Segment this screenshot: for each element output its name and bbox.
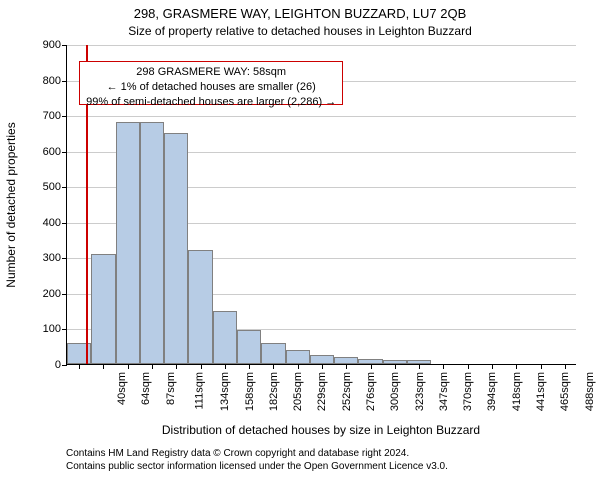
histogram-bar [334,357,358,364]
x-tick-label: 418sqm [511,372,523,411]
histogram-bar [383,360,407,364]
y-tick-label: 600 [43,146,67,158]
footer-line2: Contains public sector information licen… [66,460,448,473]
x-tick-mark [273,364,274,369]
y-tick-label: 200 [43,288,67,300]
x-tick-label: 182sqm [268,372,280,411]
y-tick-label: 500 [43,181,67,193]
grid-line [67,116,576,117]
histogram-bar [91,254,115,364]
histogram-bar [261,343,285,364]
x-tick-label: 323sqm [414,372,426,411]
x-tick-label: 64sqm [140,372,152,405]
histogram-bar [188,250,212,364]
x-tick-mark [395,364,396,369]
x-tick-mark [152,364,153,369]
footer-attribution: Contains HM Land Registry data © Crown c… [66,447,448,473]
x-tick-mark [541,364,542,369]
annotation-box: 298 GRASMERE WAY: 58sqm← 1% of detached … [79,61,343,105]
y-tick-label: 100 [43,323,67,335]
x-tick-label: 465sqm [559,372,571,411]
y-tick-label: 400 [43,217,67,229]
histogram-bar [116,122,140,364]
annotation-line: ← 1% of detached houses are smaller (26) [86,80,336,95]
x-tick-mark [79,364,80,369]
x-tick-label: 158sqm [244,372,256,411]
x-tick-mark [249,364,250,369]
x-tick-mark [103,364,104,369]
x-tick-mark [492,364,493,369]
y-tick-label: 0 [55,359,67,371]
x-tick-mark [419,364,420,369]
histogram-bar [237,330,261,364]
y-tick-label: 300 [43,252,67,264]
x-tick-label: 276sqm [365,372,377,411]
x-tick-mark [443,364,444,369]
x-tick-mark [322,364,323,369]
x-tick-label: 441sqm [535,372,547,411]
y-tick-label: 700 [43,110,67,122]
annotation-line: 298 GRASMERE WAY: 58sqm [86,65,336,80]
x-tick-mark [298,364,299,369]
x-tick-label: 252sqm [341,372,353,411]
x-tick-mark [516,364,517,369]
histogram-bar [310,355,334,364]
histogram-bar [140,122,164,364]
x-tick-mark [565,364,566,369]
x-tick-mark [176,364,177,369]
footer-line1: Contains HM Land Registry data © Crown c… [66,447,448,460]
x-tick-label: 229sqm [317,372,329,411]
x-tick-label: 370sqm [462,372,474,411]
histogram-bar [164,133,188,364]
x-tick-mark [346,364,347,369]
x-axis-title: Distribution of detached houses by size … [66,423,576,437]
x-tick-label: 300sqm [389,372,401,411]
x-tick-mark [468,364,469,369]
histogram-bar [213,311,237,364]
x-tick-label: 488sqm [584,372,596,411]
x-tick-mark [225,364,226,369]
x-tick-label: 205sqm [292,372,304,411]
chart-plot-area: 010020030040050060070080090040sqm64sqm87… [66,45,576,365]
page-root: 298, GRASMERE WAY, LEIGHTON BUZZARD, LU7… [0,0,600,500]
annotation-line: 99% of semi-detached houses are larger (… [86,95,336,110]
x-tick-label: 40sqm [116,372,128,405]
x-tick-label: 394sqm [487,372,499,411]
page-title-line2: Size of property relative to detached ho… [0,24,600,38]
x-tick-mark [201,364,202,369]
y-axis-title: Number of detached properties [4,122,18,287]
grid-line [67,45,576,46]
x-tick-label: 347sqm [438,372,450,411]
histogram-bar [286,350,310,364]
x-tick-label: 134sqm [219,372,231,411]
page-title-line1: 298, GRASMERE WAY, LEIGHTON BUZZARD, LU7… [0,6,600,21]
y-tick-label: 800 [43,75,67,87]
x-tick-mark [371,364,372,369]
histogram-bar [407,360,431,364]
x-tick-label: 111sqm [194,372,206,410]
x-tick-mark [128,364,129,369]
histogram-bar [358,359,382,364]
y-tick-label: 900 [43,39,67,51]
x-tick-label: 87sqm [165,372,177,405]
